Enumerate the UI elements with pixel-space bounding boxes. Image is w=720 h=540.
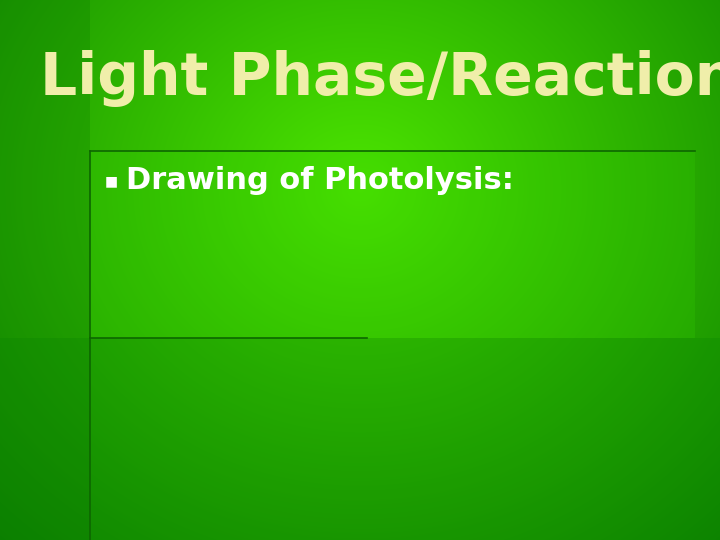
Text: Light Phase/Reaction: Light Phase/Reaction [40,50,720,107]
Bar [0,338,720,540]
Bar [0,0,90,540]
Text: ■: ■ [104,174,117,188]
Bar [90,151,695,338]
Text: Drawing of Photolysis:: Drawing of Photolysis: [126,166,514,195]
